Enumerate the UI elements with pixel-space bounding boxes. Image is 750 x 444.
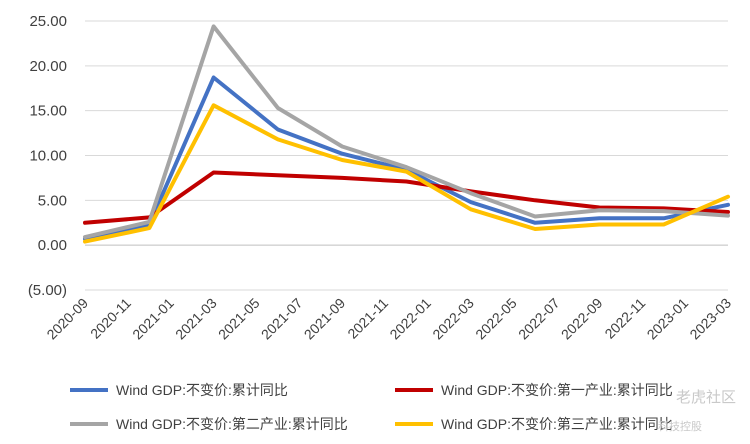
watermark: 老虎社区 <box>675 389 736 406</box>
y-tick-label: (5.00) <box>28 282 67 299</box>
legend-label-tertiary: Wind GDP:不变价:第三产业:累计同比 <box>441 416 673 432</box>
x-tick-label: 2020-11 <box>87 295 134 342</box>
legend: Wind GDP:不变价:累计同比 Wind GDP:不变价:第一产业:累计同比… <box>70 380 730 440</box>
x-tick-label: 2021-07 <box>258 295 306 343</box>
x-tick-label: 2022-11 <box>601 295 648 342</box>
x-tick-label: 2021-09 <box>301 295 349 343</box>
x-tick-label: 2021-05 <box>215 295 263 343</box>
legend-swatch-primary <box>395 388 433 392</box>
x-tick-label: 2021-11 <box>344 295 391 342</box>
series-line-2 <box>83 24 730 240</box>
legend-item-total: Wind GDP:不变价:累计同比 <box>70 380 288 400</box>
series-line-1 <box>83 170 730 225</box>
legend-swatch-tertiary <box>395 422 433 426</box>
legend-item-tertiary: Wind GDP:不变价:第三产业:累计同比 <box>395 414 673 434</box>
x-tick-label: 2023-03 <box>686 295 734 343</box>
y-tick-label: 15.00 <box>29 103 67 120</box>
x-tick-label: 2022-03 <box>429 295 477 343</box>
x-tick-label: 2022-09 <box>558 295 606 343</box>
x-tick-label: 2020-09 <box>43 295 91 343</box>
y-tick-label: 5.00 <box>38 192 67 209</box>
y-tick-label: 0.00 <box>38 237 67 254</box>
x-tick-label: 2021-01 <box>129 295 177 343</box>
watermark-sub: 科技控股 <box>658 421 702 433</box>
legend-swatch-total <box>70 388 108 392</box>
y-tick-label: 25.00 <box>29 13 67 30</box>
x-tick-label: 2021-03 <box>172 295 220 343</box>
series-line-3 <box>83 103 730 244</box>
y-tick-label: 20.00 <box>29 58 67 75</box>
legend-item-secondary: Wind GDP:不变价:第二产业:累计同比 <box>70 414 348 434</box>
x-tick-label: 2022-01 <box>386 295 434 343</box>
series-line-0 <box>83 75 730 241</box>
legend-label-total: Wind GDP:不变价:累计同比 <box>116 382 288 398</box>
legend-swatch-secondary <box>70 422 108 426</box>
legend-label-primary: Wind GDP:不变价:第一产业:累计同比 <box>441 382 673 398</box>
y-tick-label: 10.00 <box>29 148 67 165</box>
legend-label-secondary: Wind GDP:不变价:第二产业:累计同比 <box>116 416 348 432</box>
x-tick-label: 2023-01 <box>644 295 692 343</box>
x-tick-label: 2022-07 <box>515 295 563 343</box>
legend-item-primary: Wind GDP:不变价:第一产业:累计同比 <box>395 380 673 400</box>
x-tick-label: 2022-05 <box>472 295 520 343</box>
